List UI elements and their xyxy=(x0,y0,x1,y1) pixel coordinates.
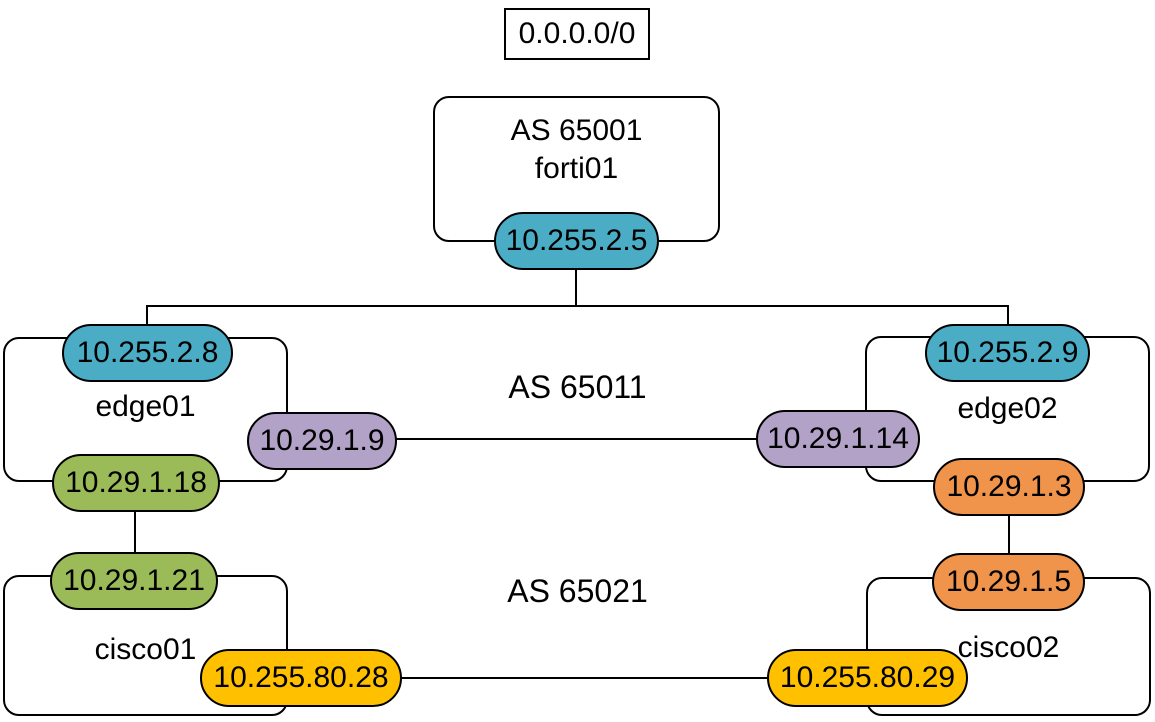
as65011-label: AS 65011 xyxy=(508,369,647,405)
interface-edge02-peerlink: 10.29.1.14 xyxy=(756,410,920,468)
internet-node: 0.0.0.0/0 xyxy=(504,8,650,60)
interface-cisco01-uplink: 10.29.1.21 xyxy=(50,552,218,610)
link-edge01-cisco01 xyxy=(134,510,136,555)
link-branch-to-edge01 xyxy=(146,305,148,327)
forti01-as-label: AS 65001 xyxy=(510,114,643,147)
forti01-name-label: forti01 xyxy=(534,152,619,185)
interface-cisco02-uplink: 10.29.1.5 xyxy=(932,553,1085,611)
link-branch-to-edge02 xyxy=(1007,305,1009,327)
cisco01-name-label: cisco01 xyxy=(94,633,197,666)
interface-edge01-peerlink: 10.29.1.9 xyxy=(247,412,397,470)
interface-cisco01-peerlink: 10.255.80.28 xyxy=(200,649,402,707)
edge01-name-label: edge01 xyxy=(95,390,196,423)
link-branch-horizontal xyxy=(146,305,1009,307)
internet-label: 0.0.0.0/0 xyxy=(518,17,636,50)
interface-edge01-uplink: 10.255.2.8 xyxy=(62,324,233,382)
edge02-name-label: edge02 xyxy=(957,392,1058,425)
link-forti01-to-branch xyxy=(575,268,577,307)
interface-cisco02-peerlink: 10.255.80.29 xyxy=(767,649,968,707)
link-cisco01-cisco02 xyxy=(401,677,768,679)
interface-edge01-downlink: 10.29.1.18 xyxy=(52,454,220,512)
interface-forti01-downlink: 10.255.2.5 xyxy=(494,212,659,270)
link-edge02-cisco02 xyxy=(1008,514,1010,555)
link-edge01-edge02 xyxy=(396,438,757,440)
cisco02-name-label: cisco02 xyxy=(957,631,1060,664)
node-forti01-labels: AS 65001 forti01 xyxy=(433,112,720,188)
interface-edge02-downlink: 10.29.1.3 xyxy=(933,458,1085,516)
as65021-label: AS 65021 xyxy=(507,573,648,609)
interface-edge02-uplink: 10.255.2.9 xyxy=(925,324,1090,382)
